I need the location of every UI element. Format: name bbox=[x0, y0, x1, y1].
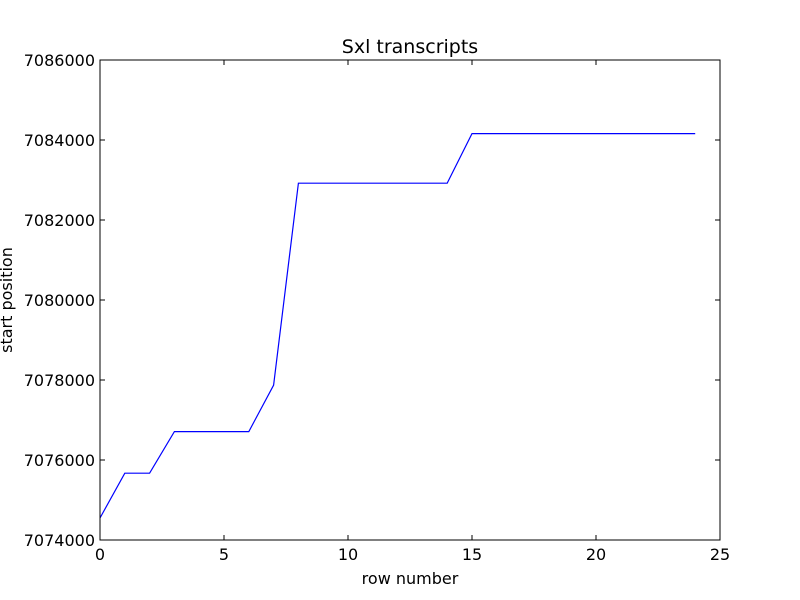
x-tick-label: 5 bbox=[219, 545, 229, 564]
y-tick-label: 7078000 bbox=[24, 371, 95, 390]
ticks: 0 5 10 15 20 25 7074000 7076000 7078000 7080000 70… bbox=[24, 51, 730, 564]
chart-title: Sxl transcripts bbox=[342, 36, 478, 58]
y-tick-label: 7074000 bbox=[24, 531, 95, 550]
y-tick-label: 7084000 bbox=[24, 131, 95, 150]
plot-frame bbox=[99, 59, 721, 541]
y-tick-label: 7076000 bbox=[24, 451, 95, 470]
x-tick-label: 25 bbox=[710, 545, 730, 564]
x-tick-label: 10 bbox=[338, 545, 358, 564]
series-line bbox=[99, 133, 696, 519]
y-tick-label: 7086000 bbox=[24, 51, 95, 70]
y-axis-label: start position bbox=[0, 247, 16, 353]
x-axis-label: row number bbox=[362, 569, 459, 588]
y-tick-label: 7080000 bbox=[24, 291, 95, 310]
y-tick-label: 7082000 bbox=[24, 211, 95, 230]
series-layer bbox=[99, 133, 696, 519]
x-tick-label: 20 bbox=[586, 545, 606, 564]
x-tick-label: 0 bbox=[95, 545, 105, 564]
x-tick-label: 15 bbox=[462, 545, 482, 564]
